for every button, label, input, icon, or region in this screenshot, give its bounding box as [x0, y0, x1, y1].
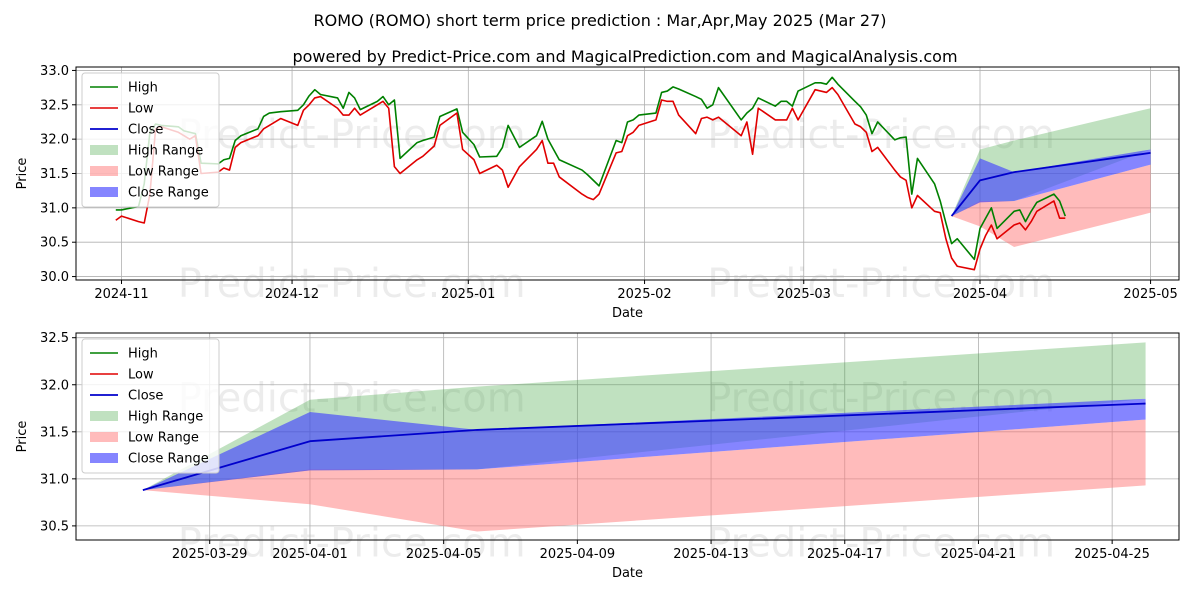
plot-area	[142, 342, 1146, 532]
y-tick-label: 30.5	[40, 519, 69, 534]
x-tick-label: 2025-04-13	[673, 547, 749, 562]
x-tick-label: 2025-04-05	[406, 547, 482, 562]
close-series-line	[142, 402, 1146, 491]
legend-label-high-range: High Range	[128, 144, 203, 159]
y-axis-label: Price	[15, 158, 30, 190]
x-tick-label: 2025-04-25	[1074, 547, 1150, 562]
close-series-line	[950, 151, 1151, 217]
low-range-band	[142, 419, 1146, 532]
legend-label-high: High	[128, 81, 158, 96]
y-tick-label: 32.5	[40, 98, 69, 113]
x-tick-label: 2025-03	[777, 287, 831, 302]
forecast-zoom-panel: Predict-Price.com Predict-Price.comPredic…	[15, 331, 1180, 581]
grid-lines	[76, 67, 1179, 280]
y-tick-label: 31.5	[40, 425, 69, 440]
legend-label-close-range: Close Range	[128, 186, 209, 201]
high-series-line	[115, 76, 1067, 261]
y-tick-label: 32.0	[40, 378, 69, 393]
legend: High Low Close High Range Low Range Close Ran…	[81, 338, 220, 474]
x-tick-label: 2024-12	[265, 287, 319, 302]
legend-label-low: Low	[128, 102, 154, 117]
watermark-text: Predict-Price.com	[178, 112, 526, 158]
legend-label-close: Close	[128, 123, 163, 138]
main-price-panel: Predict-Price.com Predict-Price.com Predic…	[15, 64, 1180, 321]
y-tick-label: 30.5	[40, 236, 69, 251]
watermark-text: Predict-Price.com	[178, 376, 526, 422]
watermark-text: Predict-Price.com	[707, 112, 1055, 158]
watermark-text: Predict-Price.com	[178, 261, 526, 307]
x-tick-label: 2025-04	[953, 287, 1007, 302]
x-axis-label: Date	[612, 566, 643, 581]
legend-label-low-range: Low Range	[128, 165, 199, 180]
legend-swatch-close-range	[90, 453, 118, 463]
y-tick-label: 33.0	[40, 64, 69, 79]
close-range-band	[142, 398, 1146, 491]
y-tick-label: 31.0	[40, 472, 69, 487]
low-series-line	[115, 86, 1066, 271]
legend-swatch-close-range	[90, 187, 118, 197]
legend-swatch-low-range	[90, 432, 118, 442]
y-tick-label: 31.5	[40, 167, 69, 182]
x-tick-label: 2024-11	[94, 287, 148, 302]
close-range-band	[951, 149, 1151, 217]
y-tick-label: 32.5	[40, 331, 69, 346]
chart-subtitle: powered by Predict-Price.com and Magical…	[292, 47, 957, 66]
x-axis-label: Date	[612, 306, 643, 321]
legend-swatch-low-range	[90, 166, 118, 176]
plot-area	[115, 76, 1151, 271]
watermark-text: Predict-Price.com	[707, 261, 1055, 307]
x-tick-label: 2025-03-29	[172, 547, 248, 562]
x-tick-label: 2025-04-01	[272, 547, 348, 562]
x-tick-label: 2025-04-21	[941, 547, 1017, 562]
x-tick-label: 2025-04-17	[807, 547, 883, 562]
legend-label-low: Low	[128, 368, 154, 383]
legend-swatch-high-range	[90, 411, 118, 421]
y-axis-label: Price	[15, 421, 30, 453]
legend: High Low Close High Range Low Range Close Ran…	[81, 72, 220, 208]
low-range-band	[951, 164, 1151, 248]
x-tick-label: 2025-04-09	[540, 547, 616, 562]
legend-label-low-range: Low Range	[128, 431, 199, 446]
x-tick-label: 2025-01	[441, 287, 495, 302]
legend-label-high-range: High Range	[128, 410, 203, 425]
watermark-text: Predict-Price.com	[707, 521, 1055, 567]
y-tick-label: 30.0	[40, 270, 69, 285]
legend-label-high: High	[128, 347, 158, 362]
x-tick-label: 2025-02	[617, 287, 671, 302]
legend-swatch-high-range	[90, 145, 118, 155]
y-tick-label: 32.0	[40, 133, 69, 148]
legend-label-close-range: Close Range	[128, 452, 209, 467]
chart-title: ROMO (ROMO) short term price prediction …	[313, 11, 886, 30]
x-tick-label: 2025-05	[1123, 287, 1177, 302]
plot-frame	[75, 332, 1180, 541]
legend-label-close: Close	[128, 389, 163, 404]
y-tick-label: 31.0	[40, 201, 69, 216]
